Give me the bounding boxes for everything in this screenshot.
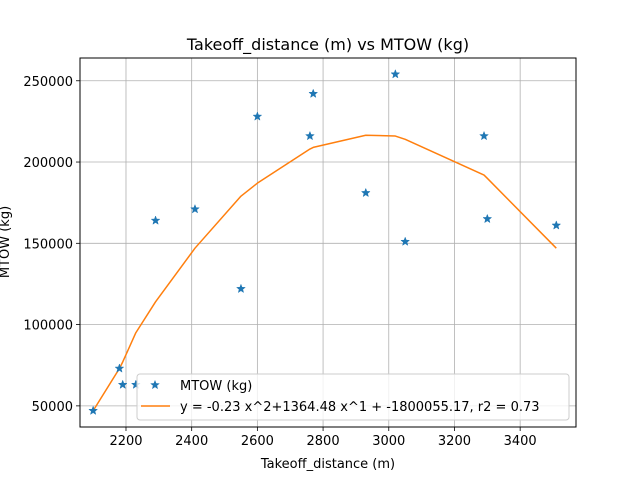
data-point bbox=[308, 88, 319, 98]
chart-title: Takeoff_distance (m) vs MTOW (kg) bbox=[186, 35, 469, 55]
legend: MTOW (kg) y = -0.23 x^2+1364.48 x^1 + -1… bbox=[136, 373, 570, 421]
data-point bbox=[304, 130, 315, 141]
data-point bbox=[482, 213, 493, 224]
scatter-series bbox=[88, 69, 562, 415]
x-tick-label: 2800 bbox=[307, 434, 340, 449]
data-point bbox=[235, 283, 246, 294]
x-axis-title: Takeoff_distance (m) bbox=[260, 457, 395, 472]
fit-line bbox=[92, 134, 557, 412]
legend-box bbox=[136, 373, 570, 421]
data-point bbox=[360, 187, 371, 198]
x-tick-label: 3200 bbox=[438, 434, 471, 449]
y-tick-label: 150000 bbox=[23, 237, 73, 252]
x-tick-label: 2600 bbox=[241, 434, 274, 449]
data-point bbox=[114, 363, 125, 373]
y-axis-title: MTOW (kg) bbox=[0, 206, 13, 278]
y-tick-label: 100000 bbox=[23, 319, 73, 334]
x-tick-label: 2400 bbox=[175, 434, 208, 449]
data-point bbox=[390, 69, 401, 79]
plot-frame bbox=[79, 57, 577, 428]
data-point bbox=[551, 220, 562, 230]
data-point bbox=[190, 203, 200, 214]
x-tick-label: 3000 bbox=[372, 434, 405, 449]
x-tick-label: 3400 bbox=[504, 434, 537, 449]
y-tick-label: 200000 bbox=[23, 156, 73, 171]
x-tick-label: 2200 bbox=[109, 434, 142, 449]
legend-fit-label: y = -0.23 x^2+1364.48 x^1 + -1800055.17,… bbox=[180, 400, 540, 415]
x-axis: 2200 2400 2600 2800 3000 3200 3400 bbox=[109, 427, 537, 449]
data-point bbox=[117, 379, 128, 389]
y-axis: 50000 100000 150000 200000 250000 bbox=[23, 75, 80, 415]
data-point bbox=[150, 215, 161, 225]
data-point bbox=[400, 236, 411, 246]
legend-star-icon bbox=[150, 379, 160, 390]
y-tick-label: 50000 bbox=[32, 400, 73, 415]
legend-scatter-label: MTOW (kg) bbox=[180, 379, 252, 394]
data-point bbox=[88, 405, 99, 415]
y-tick-label: 250000 bbox=[23, 75, 73, 90]
fit-line-series bbox=[92, 134, 557, 412]
legend-scatter-marker bbox=[150, 379, 160, 390]
data-point bbox=[252, 111, 263, 121]
plot-area bbox=[80, 58, 576, 427]
data-point bbox=[479, 130, 489, 141]
